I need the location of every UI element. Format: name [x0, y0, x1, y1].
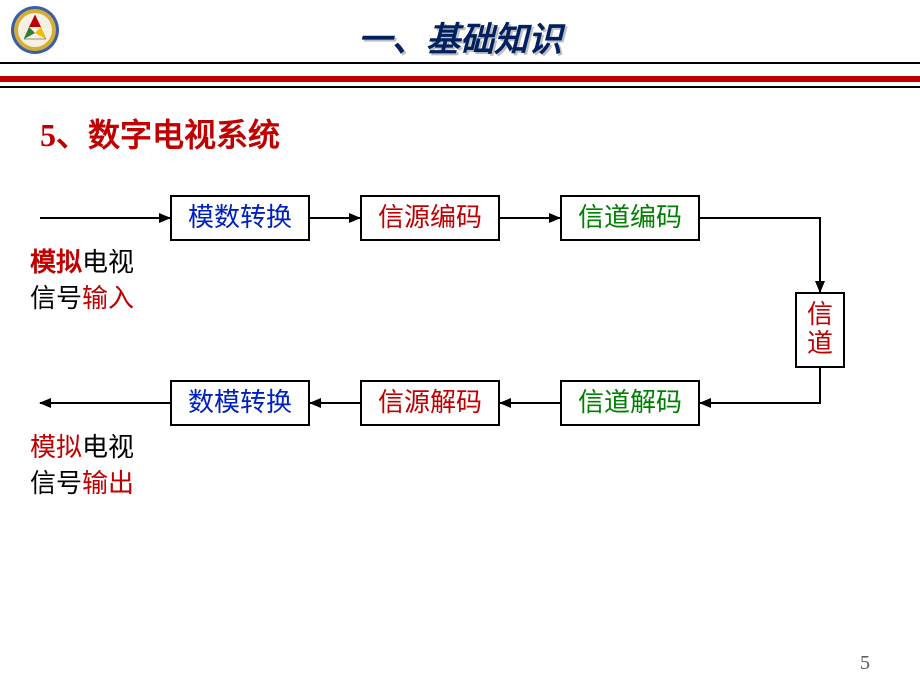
flowchart-node-n4: 信道	[795, 292, 845, 368]
header-divider	[0, 86, 920, 88]
flowchart-node-n2: 信源编码	[360, 195, 500, 241]
flowchart-node-n6: 信源解码	[360, 380, 500, 426]
flowchart-node-n5: 信道解码	[560, 380, 700, 426]
flowchart-node-n3: 信道编码	[560, 195, 700, 241]
flowchart-arrows	[0, 0, 920, 690]
flowchart-node-n1: 模数转换	[170, 195, 310, 241]
flowchart-label-output_label: 模拟电视信号输出	[30, 430, 134, 503]
flowchart-edge	[700, 218, 820, 292]
flowchart-node-n7: 数模转换	[170, 380, 310, 426]
header-divider	[0, 76, 920, 82]
flowchart-label-input_label: 模拟电视信号输入	[30, 245, 134, 318]
flowchart-edge	[700, 368, 820, 403]
page-number: 5	[860, 652, 870, 675]
flowchart-diagram: 模数转换 信源编码 信道编码信道信道解码 信源解码 数模转换 模拟电视信号输入模拟电视信号…	[0, 0, 920, 690]
header-divider	[0, 62, 920, 64]
